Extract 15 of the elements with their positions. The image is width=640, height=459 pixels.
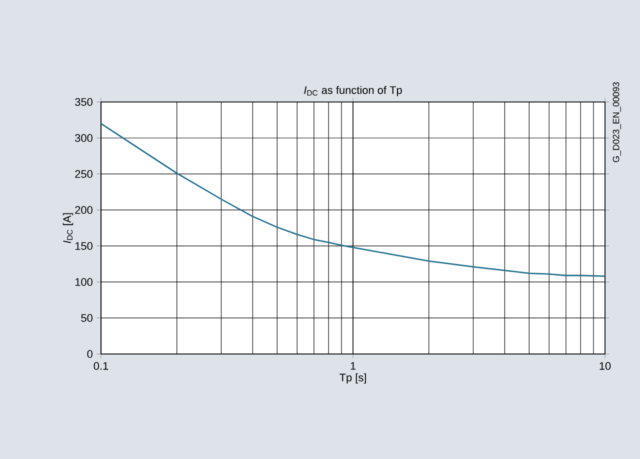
y-axis-title: I$_{DC}$ [A] [62,213,74,244]
x-axis-title: Tp [s] [340,373,366,384]
chart-title: I$_{DC}$ as function of Tp [304,86,402,96]
x-tick-label: 0.1 [94,362,108,370]
y-tick-label: 200 [75,206,92,214]
y-tick-label: 150 [75,242,92,250]
y-tick-label: 250 [75,170,92,178]
y-tick-label: 0 [87,350,92,358]
y-tick-label: 350 [75,98,92,106]
y-tick-label: 300 [75,134,92,142]
y-tick-label: 100 [75,278,92,286]
text: G_D023_EN_00093 [612,82,621,162]
x-tick-label: 1 [350,362,356,370]
y-tick-label: 50 [81,314,92,322]
x-tick-label: 10 [600,362,611,370]
